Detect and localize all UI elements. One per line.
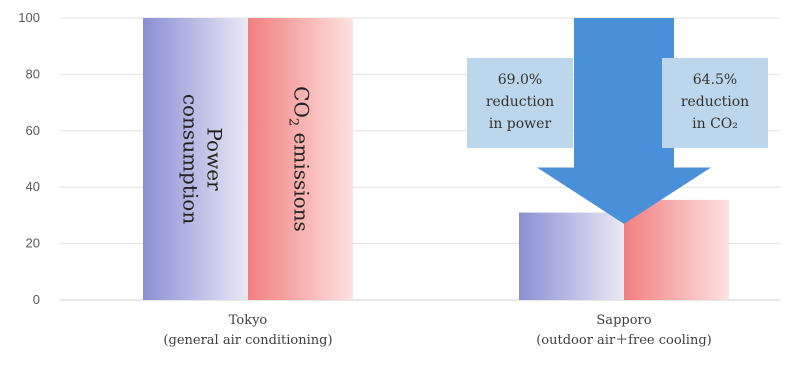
callout-text-line: in power: [489, 116, 552, 132]
co2-label-text: CO2 emissions: [286, 86, 314, 232]
category-label: Tokyo: [229, 313, 268, 328]
bar-co2-sapporo: [624, 199, 729, 300]
category-label: (general air conditioning): [163, 333, 332, 348]
y-tick-label: 100: [18, 10, 40, 25]
callout-text-line: reduction: [681, 94, 749, 110]
power-label-line: consumption: [179, 94, 203, 225]
callout-text-line: in CO₂: [692, 116, 738, 132]
y-tick-label: 80: [26, 66, 40, 81]
y-tick-label: 40: [26, 179, 40, 194]
bars: [143, 18, 729, 300]
co2-emissions-label: CO2 emissions: [286, 86, 314, 232]
power-label-line: Power: [203, 127, 227, 191]
labels: 69.0% reduction in power 64.5% reduction in C…: [163, 58, 768, 348]
y-tick-label: 20: [26, 236, 40, 251]
callout-text-line: 69.0%: [498, 72, 542, 88]
y-axis-ticks: 0 20 40 60 80 100: [18, 10, 40, 307]
callout-text-line: reduction: [486, 94, 554, 110]
bar-power-tokyo: [143, 18, 248, 300]
y-tick-label: 0: [33, 292, 40, 307]
bar-power-sapporo: [519, 212, 624, 300]
bar-co2-tokyo: [248, 18, 353, 300]
category-label: Sapporo: [596, 313, 651, 328]
y-tick-label: 60: [26, 123, 40, 138]
callout-box-power: [467, 58, 573, 148]
category-label: (outdoor air＋free cooling): [536, 333, 712, 348]
callout-text-line: 64.5%: [693, 72, 737, 88]
callout-box-co2: [662, 58, 768, 148]
